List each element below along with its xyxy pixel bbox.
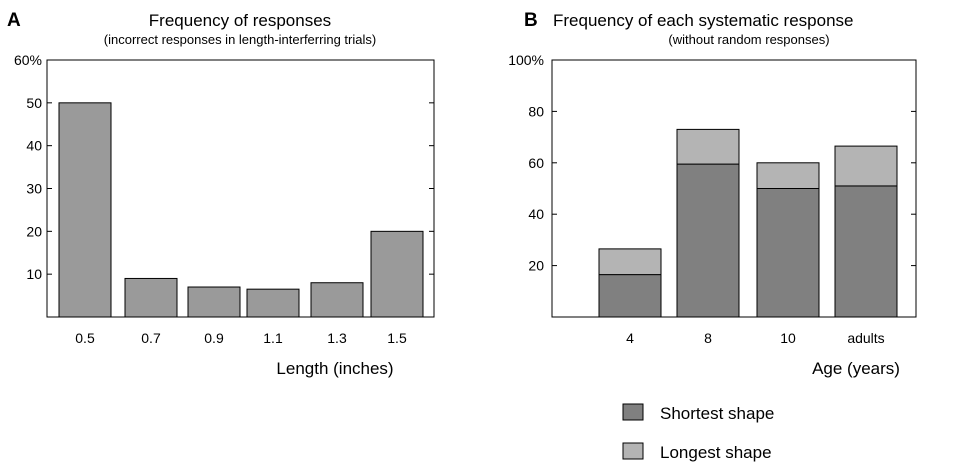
panel-b-y-tick-label-0: 20 [528, 258, 544, 274]
panel-b-bar-s0-2 [756, 188, 820, 318]
panel-a-y-tick-label-0: 10 [26, 266, 42, 282]
panel-b-bar-s1-1 [676, 128, 740, 165]
panel-a-bar-5 [370, 230, 424, 318]
panel-a-x-ticks: 0.5 0.7 0.9 1.1 1.3 1.5 [75, 330, 407, 346]
panel-b-x-ticks: 4 8 10 adults [626, 330, 885, 346]
panel-a-title: Frequency of responses [149, 11, 331, 30]
panel-b-bars [598, 128, 898, 318]
panel-b-bar-s0-3 [834, 185, 898, 318]
panel-a-y-ticks: 10 20 30 40 50 60% [14, 52, 434, 282]
panel-a-letter: A [7, 10, 21, 31]
legend-label-shortest: Shortest shape [660, 404, 774, 423]
panel-b-y-tick-label-1: 40 [528, 206, 544, 222]
panel-b-y-tick-label-4: 100% [508, 52, 544, 68]
panel-a-chart: A Frequency of responses (incorrect resp… [7, 10, 435, 378]
panel-a-y-tick-label-3: 40 [26, 138, 42, 154]
panel-a-bar-3 [246, 288, 300, 318]
panel-b-subtitle: (without random responses) [668, 32, 829, 47]
panel-a-y-tick-label-5: 60% [14, 52, 42, 68]
panel-b-bar-s1-0 [598, 248, 662, 276]
panel-b-bar-s0-0 [598, 274, 662, 318]
panel-b-x-tick-label-2: 10 [780, 330, 796, 346]
panel-a-bar-4 [310, 282, 364, 318]
legend-label-longest: Longest shape [660, 443, 772, 462]
panel-b-bar-s1-2 [756, 162, 820, 190]
panel-b-x-axis-label: Age (years) [812, 359, 900, 378]
legend-swatch-shortest [622, 403, 644, 421]
panel-b-title: Frequency of each systematic response [553, 11, 853, 30]
panel-a-x-axis-label: Length (inches) [276, 359, 393, 378]
panel-a-x-tick-label-1: 0.7 [141, 330, 161, 346]
panel-a-y-tick-label-2: 30 [26, 181, 42, 197]
panel-b-y-ticks: 20 40 60 80 100% [508, 52, 916, 274]
panel-a-bar-2 [187, 286, 241, 318]
panel-b-x-tick-label-1: 8 [704, 330, 712, 346]
legend: Shortest shape Longest shape [622, 403, 774, 462]
panel-a-y-tick-label-4: 50 [26, 95, 42, 111]
panel-a-x-tick-label-3: 1.1 [263, 330, 283, 346]
panel-b-x-tick-label-3: adults [847, 330, 884, 346]
panel-b-bar-s1-3 [834, 145, 898, 187]
panel-a-x-tick-label-4: 1.3 [327, 330, 347, 346]
panel-b-y-tick-label-3: 80 [528, 103, 544, 119]
panel-b-x-tick-label-0: 4 [626, 330, 634, 346]
panel-a-x-tick-label-0: 0.5 [75, 330, 95, 346]
panel-b-bar-s0-1 [676, 163, 740, 318]
panel-b-y-tick-label-2: 60 [528, 155, 544, 171]
panel-a-bar-1 [124, 277, 178, 318]
panel-b-letter: B [524, 10, 538, 31]
panel-b-chart: B Frequency of each systematic response … [508, 10, 917, 378]
legend-swatch-longest [622, 442, 644, 460]
panel-a-y-tick-label-1: 20 [26, 223, 42, 239]
panel-a-subtitle: (incorrect responses in length-interferr… [104, 32, 376, 47]
panel-a-bars [58, 102, 424, 318]
panel-a-bar-0 [58, 102, 112, 318]
panel-a-x-tick-label-5: 1.5 [387, 330, 407, 346]
panel-a-x-tick-label-2: 0.9 [204, 330, 224, 346]
